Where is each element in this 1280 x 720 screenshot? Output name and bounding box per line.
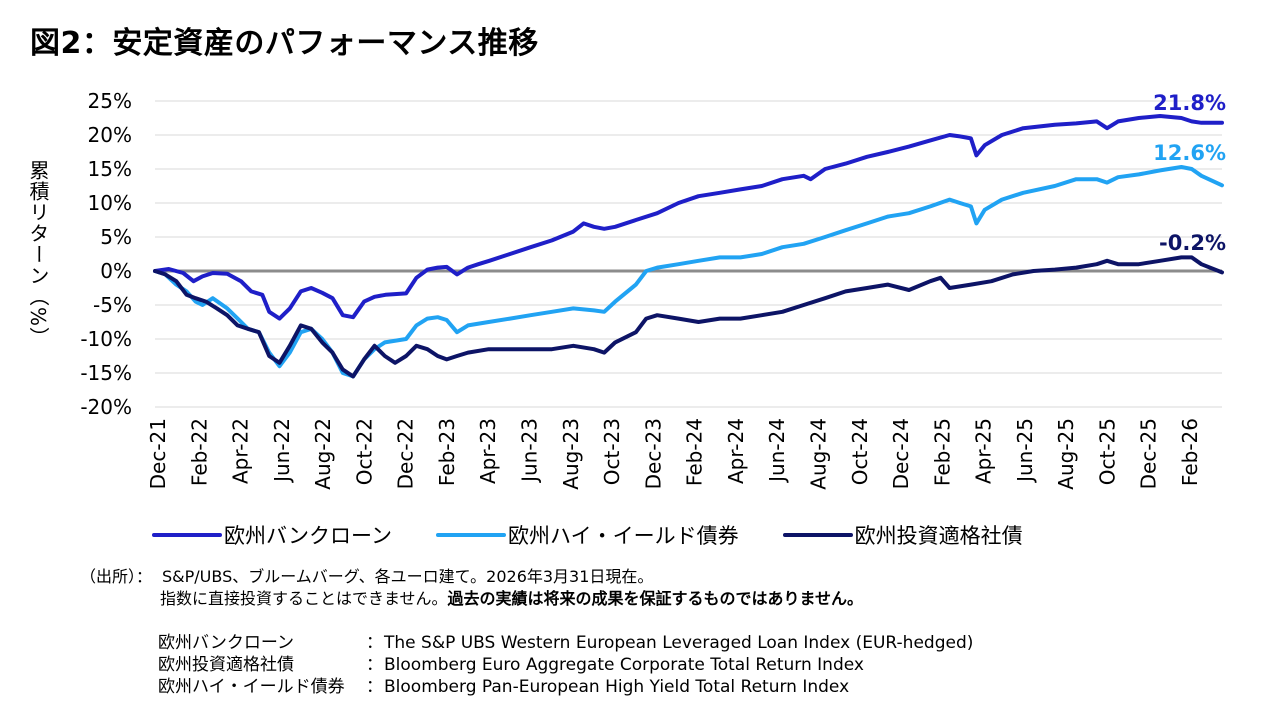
series-line xyxy=(153,255,1224,379)
source-notes: （出所）： S&P/UBS、ブルームバーグ、各ユーロ建て。2026年3月31日現… xyxy=(80,566,863,610)
y-axis-label: 累積リターン（%） xyxy=(26,160,50,349)
definition-row: 欧州バンクローン ： The S&P UBS Western European … xyxy=(158,632,973,654)
x-tick-label: Apr-22 xyxy=(229,418,253,484)
x-tick-label: Apr-23 xyxy=(476,418,500,484)
x-tick-label: Feb-26 xyxy=(1178,418,1202,486)
definition-name: 欧州ハイ・イールド債券 xyxy=(158,677,345,697)
x-tick-label: Oct-23 xyxy=(600,418,624,485)
series-end-label: -0.2% xyxy=(1159,231,1226,255)
legend-item-investment-grade: 欧州投資適格社債 xyxy=(782,520,1023,550)
page-title: 図2：安定資産のパフォーマンス推移 xyxy=(30,26,539,61)
x-tick-label: Aug-25 xyxy=(1054,418,1078,490)
index-definitions: 欧州バンクローン ： The S&P UBS Western European … xyxy=(158,632,973,698)
legend-swatch xyxy=(436,533,506,537)
x-tick-label: Jun-22 xyxy=(270,418,294,484)
x-tick-label: Dec-22 xyxy=(394,418,418,489)
definition-name: 欧州投資適格社債 xyxy=(158,655,294,675)
definition-colon: ： xyxy=(366,677,383,697)
x-tick-label: Feb-25 xyxy=(930,418,954,486)
y-tick-label: 5% xyxy=(100,225,132,249)
x-tick-label: Jun-23 xyxy=(518,418,542,484)
y-tick-label: -20% xyxy=(80,395,132,419)
x-tick-label: Dec-24 xyxy=(889,418,913,489)
x-tick-label: Feb-24 xyxy=(683,418,707,486)
x-tick-label: Feb-23 xyxy=(435,418,459,486)
series-end-label: 21.8% xyxy=(1153,91,1226,115)
definition-name: 欧州バンクローン xyxy=(158,633,294,653)
legend-item-high-yield: 欧州ハイ・イールド債券 xyxy=(436,520,739,550)
definition-desc: Bloomberg Euro Aggregate Corporate Total… xyxy=(384,655,864,675)
definition-desc: The S&P UBS Western European Leveraged L… xyxy=(384,633,974,653)
legend-swatch xyxy=(152,533,222,537)
x-tick-label: Oct-24 xyxy=(848,418,872,485)
chart-legend: 欧州バンクローン 欧州ハイ・イールド債券 欧州投資適格社債 xyxy=(152,520,1067,550)
x-tick-label: Aug-23 xyxy=(559,418,583,490)
definition-colon: ： xyxy=(366,655,383,675)
definition-desc: Bloomberg Pan-European High Yield Total … xyxy=(384,677,850,697)
legend-label: 欧州ハイ・イールド債券 xyxy=(508,524,739,548)
series-end-label: 12.6% xyxy=(1153,141,1226,165)
y-tick-label: 20% xyxy=(88,123,132,147)
x-tick-label: Oct-25 xyxy=(1095,418,1119,485)
y-tick-label: -15% xyxy=(80,361,132,385)
y-tick-label: -10% xyxy=(80,327,132,351)
definition-colon: ： xyxy=(366,633,383,653)
x-tick-label: Jun-24 xyxy=(765,418,789,484)
y-tick-label: 0% xyxy=(100,259,132,283)
x-tick-label: Dec-25 xyxy=(1137,418,1161,489)
definition-row: 欧州ハイ・イールド債券 ： Bloomberg Pan-European Hig… xyxy=(158,676,973,698)
x-tick-label: Feb-22 xyxy=(187,418,211,486)
y-tick-label: 15% xyxy=(88,157,132,181)
x-tick-label: Aug-22 xyxy=(311,418,335,490)
disclaimer-text: 指数に直接投資することはできません。 xyxy=(160,589,448,608)
x-tick-label: Dec-21 xyxy=(146,418,170,489)
x-tick-label: Apr-25 xyxy=(972,418,996,484)
y-tick-label: 10% xyxy=(88,191,132,215)
source-label: （出所）： xyxy=(80,567,153,586)
legend-label: 欧州投資適格社債 xyxy=(854,524,1023,548)
x-tick-label: Oct-22 xyxy=(352,418,376,485)
y-tick-label: -5% xyxy=(93,293,132,317)
legend-swatch xyxy=(782,533,853,537)
source-text: S&P/UBS、ブルームバーグ、各ユーロ建て。2026年3月31日現在。 xyxy=(162,567,654,586)
x-tick-label: Aug-24 xyxy=(806,418,830,490)
x-tick-label: Jun-25 xyxy=(1013,418,1037,484)
legend-item-bank-loans: 欧州バンクローン xyxy=(152,520,392,550)
x-tick-label: Dec-23 xyxy=(641,418,665,489)
x-tick-label: Apr-24 xyxy=(724,418,748,484)
legend-label: 欧州バンクローン xyxy=(224,524,392,548)
y-tick-label: 25% xyxy=(88,89,132,113)
series-line xyxy=(153,114,1224,321)
line-chart: 25% 20% 15% 10% 5% 0% -5% -10% -15% -20% Dec-21 Feb… xyxy=(80,89,1226,490)
disclaimer-bold-text: 過去の実績は将来の成果を保証するものではありません。 xyxy=(447,589,864,608)
definition-row: 欧州投資適格社債 ： Bloomberg Euro Aggregate Corp… xyxy=(158,654,973,676)
